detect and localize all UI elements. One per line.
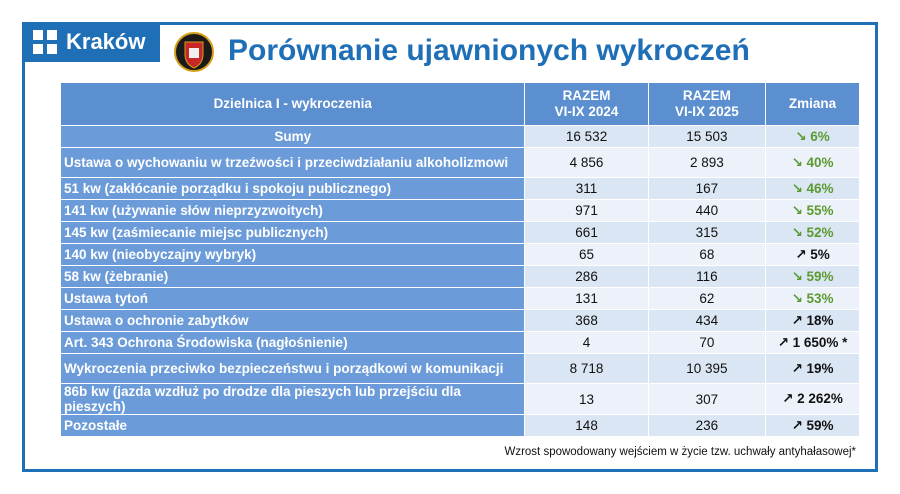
row-label: Ustawa o ochronie zabytków bbox=[59, 309, 526, 332]
table-cell: 15 503 bbox=[647, 125, 767, 148]
table-row: Pozostałe 148 236 ↗ 59% bbox=[59, 414, 860, 437]
table-cell: 131 bbox=[524, 287, 649, 310]
table-row: 51 kw (zakłócanie porządku i spokoju pub… bbox=[59, 177, 860, 200]
footnote: Wzrost spowodowany wejściem w życie tzw.… bbox=[504, 446, 856, 458]
table-cell: ↘ 46% bbox=[765, 177, 860, 200]
table-row: 141 kw (używanie słów nieprzyzwoitych) 97… bbox=[59, 199, 860, 222]
logo-icon bbox=[33, 30, 57, 54]
table-cell: ↘ 6% bbox=[765, 125, 860, 148]
table-cell: 4 856 bbox=[524, 147, 649, 178]
table-cell: 2 893 bbox=[647, 147, 767, 178]
row-label: Pozostałe bbox=[59, 414, 526, 437]
table-row: Art. 343 Ochrona Środowiska (nagłośnieni… bbox=[59, 331, 860, 354]
table-cell: 307 bbox=[647, 383, 767, 415]
row-label: 140 kw (nieobyczajny wybryk) bbox=[59, 243, 526, 266]
table-cell: 315 bbox=[647, 221, 767, 244]
frame bbox=[22, 22, 878, 472]
row-label: Art. 343 Ochrona Środowiska (nagłośnieni… bbox=[59, 331, 526, 354]
title: Porównanie ujawnionych wykroczeń bbox=[228, 34, 750, 67]
data-table: Dzielnica I - wykroczenia RAZEM VI-IX 202… bbox=[59, 82, 860, 437]
row-label: 145 kw (zaśmiecanie miejsc publicznych) bbox=[59, 221, 526, 244]
table-cell: 13 bbox=[524, 383, 649, 415]
table-cell: 8 718 bbox=[524, 353, 649, 384]
table-cell: 16 532 bbox=[524, 125, 649, 148]
crest bbox=[174, 32, 214, 72]
header-row: Dzielnica I - wykroczenia RAZEM VI-IX 202… bbox=[59, 82, 860, 126]
table-cell: 167 bbox=[647, 177, 767, 200]
table-row: Sumy 16 532 15 503 ↘ 6% bbox=[59, 125, 860, 148]
table-cell: ↗ 1 650% * bbox=[765, 331, 860, 354]
table-row: 58 kw (żebranie) 286 116 ↘ 59% bbox=[59, 265, 860, 288]
table-row: 86b kw (jazda wzdłuż po drodze dla piesz… bbox=[59, 383, 860, 415]
table-cell: ↘ 52% bbox=[765, 221, 860, 244]
table-row: Wykroczenia przeciwko bezpieczeństwu i p… bbox=[59, 353, 860, 384]
row-label: 58 kw (żebranie) bbox=[59, 265, 526, 288]
logo-text: Kraków bbox=[66, 29, 146, 54]
table-cell: ↗ 5% bbox=[765, 243, 860, 266]
table-row: Ustawa o wychowaniu w trzeźwości i przec… bbox=[59, 147, 860, 178]
table-cell: ↗ 59% bbox=[765, 414, 860, 437]
row-label: Wykroczenia przeciwko bezpieczeństwu i p… bbox=[59, 353, 526, 384]
table-cell: 116 bbox=[647, 265, 767, 288]
table-row: Ustawa tytoń 131 62 ↘ 53% bbox=[59, 287, 860, 310]
table-cell: 70 bbox=[647, 331, 767, 354]
table-cell: 368 bbox=[524, 309, 649, 332]
table-cell: 10 395 bbox=[647, 353, 767, 384]
table-cell: ↗ 19% bbox=[765, 353, 860, 384]
table-cell: 65 bbox=[524, 243, 649, 266]
row-label: 141 kw (używanie słów nieprzyzwoitych) bbox=[59, 199, 526, 222]
table-row: 140 kw (nieobyczajny wybryk) 65 68 ↗ 5% bbox=[59, 243, 860, 266]
table-cell: ↗ 2 262% bbox=[765, 383, 860, 415]
table-cell: 971 bbox=[524, 199, 649, 222]
table-cell: 236 bbox=[647, 414, 767, 437]
table-cell: ↘ 40% bbox=[765, 147, 860, 178]
row-label: Sumy bbox=[59, 125, 526, 148]
table-cell: 661 bbox=[524, 221, 649, 244]
table-cell: 68 bbox=[647, 243, 767, 266]
table-row: 145 kw (zaśmiecanie miejsc publicznych) 6… bbox=[59, 221, 860, 244]
row-label: 51 kw (zakłócanie porządku i spokoju pub… bbox=[59, 177, 526, 200]
table-cell: ↘ 53% bbox=[765, 287, 860, 310]
table-cell: 4 bbox=[524, 331, 649, 354]
column-header: Dzielnica I - wykroczenia bbox=[59, 82, 526, 126]
table-cell: 440 bbox=[647, 199, 767, 222]
column-header: RAZEM VI-IX 2024 bbox=[524, 82, 649, 126]
row-label: Ustawa o wychowaniu w trzeźwości i przec… bbox=[59, 147, 526, 178]
table-cell: 148 bbox=[524, 414, 649, 437]
table-cell: 62 bbox=[647, 287, 767, 310]
table-cell: ↘ 59% bbox=[765, 265, 860, 288]
row-label: 86b kw (jazda wzdłuż po drodze dla piesz… bbox=[59, 383, 526, 415]
column-header: Zmiana bbox=[765, 82, 860, 126]
logo: Kraków bbox=[22, 22, 160, 62]
column-header: RAZEM VI-IX 2025 bbox=[647, 82, 767, 126]
table-cell: ↘ 55% bbox=[765, 199, 860, 222]
table-row: Ustawa o ochronie zabytków 368 434 ↗ 18% bbox=[59, 309, 860, 332]
row-label: Ustawa tytoń bbox=[59, 287, 526, 310]
table-cell: 311 bbox=[524, 177, 649, 200]
table-cell: 434 bbox=[647, 309, 767, 332]
table-cell: 286 bbox=[524, 265, 649, 288]
table-cell: ↗ 18% bbox=[765, 309, 860, 332]
